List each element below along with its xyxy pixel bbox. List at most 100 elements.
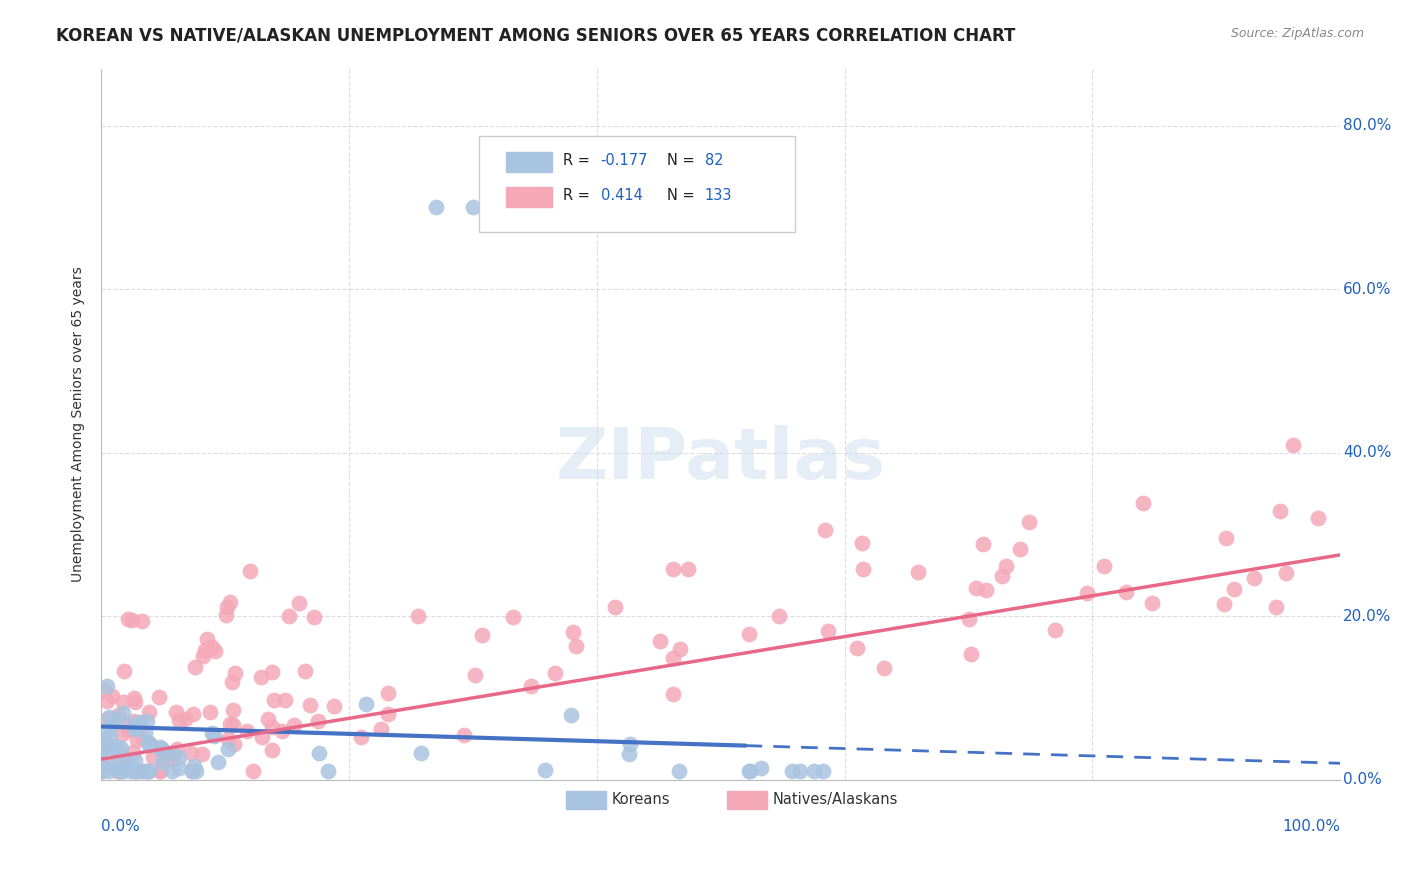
Point [183, 759, 205, 773]
Point [101, 716, 124, 731]
Point [668, 764, 690, 779]
Point [93, 682, 115, 697]
Point [263, 693, 285, 707]
Point [131, 731, 153, 746]
Point [181, 707, 204, 722]
Point [167, 761, 190, 775]
Point [738, 626, 761, 640]
Text: 0.414: 0.414 [600, 187, 643, 202]
Text: 40.0%: 40.0% [1343, 445, 1391, 460]
Point [118, 756, 141, 771]
Point [218, 717, 240, 731]
Point [149, 764, 172, 779]
Point [740, 764, 762, 779]
Text: -0.177: -0.177 [600, 153, 648, 168]
Point [107, 764, 129, 779]
Point [252, 730, 274, 744]
Text: Natives/Alaskans: Natives/Alaskans [773, 792, 898, 807]
Point [107, 764, 129, 779]
Point [218, 595, 240, 609]
Point [124, 763, 146, 777]
Point [111, 763, 134, 777]
Point [134, 764, 156, 779]
Point [991, 569, 1014, 583]
Point [603, 600, 626, 615]
Point [149, 764, 172, 779]
Point [195, 632, 218, 646]
Point [111, 755, 134, 769]
Point [271, 723, 294, 738]
Point [221, 674, 243, 689]
Point [409, 746, 432, 760]
Point [1282, 438, 1305, 452]
Text: Source: ZipAtlas.com: Source: ZipAtlas.com [1230, 27, 1364, 40]
Point [136, 714, 159, 728]
Point [260, 665, 283, 679]
Point [1265, 600, 1288, 615]
Point [1092, 558, 1115, 573]
Point [239, 564, 262, 578]
Point [202, 729, 225, 743]
Point [972, 536, 994, 550]
Point [619, 737, 641, 751]
Point [224, 666, 246, 681]
Text: KOREAN VS NATIVE/ALASKAN UNEMPLOYMENT AMONG SENIORS OVER 65 YEARS CORRELATION CH: KOREAN VS NATIVE/ALASKAN UNEMPLOYMENT AM… [56, 27, 1015, 45]
Point [184, 764, 207, 779]
Point [974, 582, 997, 597]
Point [260, 720, 283, 734]
Point [162, 750, 184, 764]
Point [124, 695, 146, 709]
Point [98, 728, 121, 742]
Point [789, 764, 811, 779]
Point [1212, 597, 1234, 611]
Point [662, 651, 685, 665]
Point [377, 707, 399, 722]
Point [138, 738, 160, 752]
Point [149, 742, 172, 756]
Point [768, 609, 790, 624]
Point [90, 736, 112, 750]
Point [111, 764, 134, 779]
Point [817, 624, 839, 638]
Point [662, 687, 685, 701]
Bar [565, 791, 606, 810]
Point [166, 705, 188, 719]
Point [90, 761, 112, 775]
Point [1306, 511, 1329, 525]
Point [994, 559, 1017, 574]
Point [97, 710, 120, 724]
Point [852, 562, 875, 576]
Point [138, 737, 160, 751]
Text: 60.0%: 60.0% [1343, 282, 1392, 297]
Point [222, 718, 245, 732]
Point [814, 523, 837, 537]
Point [738, 764, 761, 779]
Point [131, 615, 153, 629]
Point [274, 692, 297, 706]
Point [217, 742, 239, 756]
Point [564, 639, 586, 653]
Point [128, 714, 150, 729]
Point [166, 742, 188, 756]
Point [124, 764, 146, 779]
Point [91, 764, 114, 779]
Point [278, 609, 301, 624]
Point [91, 742, 114, 756]
Point [117, 612, 139, 626]
Text: Koreans: Koreans [612, 792, 671, 807]
Point [845, 641, 868, 656]
Point [127, 764, 149, 779]
Point [138, 764, 160, 779]
Point [107, 708, 129, 723]
Point [101, 761, 124, 775]
Point [162, 764, 184, 779]
Point [803, 764, 825, 779]
Point [108, 754, 131, 768]
Point [131, 764, 153, 779]
Point [169, 714, 191, 728]
Point [302, 610, 325, 624]
Point [349, 730, 371, 744]
Point [782, 764, 804, 779]
Point [242, 764, 264, 779]
Point [1132, 496, 1154, 510]
